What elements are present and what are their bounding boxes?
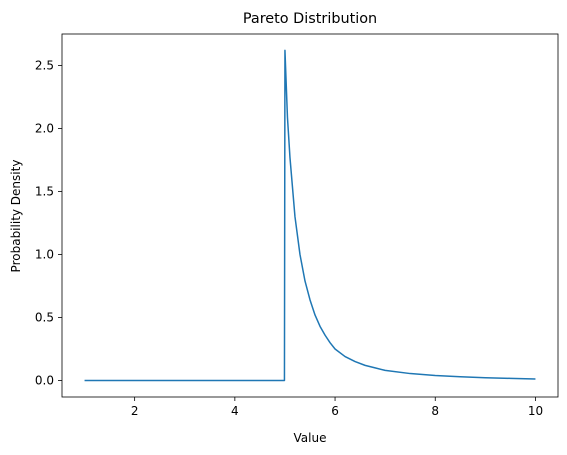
y-tick-label: 2.0 — [35, 121, 54, 135]
x-tick-label: 2 — [131, 404, 139, 418]
x-tick-label: 8 — [431, 404, 439, 418]
y-tick-label: 1.0 — [35, 247, 54, 261]
y-tick-label: 0.5 — [35, 310, 54, 324]
y-tick-label: 2.5 — [35, 58, 54, 72]
x-tick-label: 10 — [528, 404, 543, 418]
y-tick-label: 1.5 — [35, 184, 54, 198]
y-axis-label: Probability Density — [9, 160, 23, 273]
x-tick-label: 4 — [231, 404, 239, 418]
axes-frame — [61, 33, 559, 398]
y-tick-label: 0.0 — [35, 373, 54, 387]
pareto-density-line — [84, 49, 536, 382]
plot-area — [61, 33, 559, 398]
x-tick-label: 6 — [331, 404, 339, 418]
chart-title: Pareto Distribution — [243, 11, 377, 27]
y-axis-ticks: 0.0 0.5 1.0 1.5 2.0 2.5 — [35, 58, 62, 387]
x-axis-label: Value — [294, 431, 327, 445]
x-axis-ticks: 2 4 6 8 10 — [131, 397, 543, 418]
